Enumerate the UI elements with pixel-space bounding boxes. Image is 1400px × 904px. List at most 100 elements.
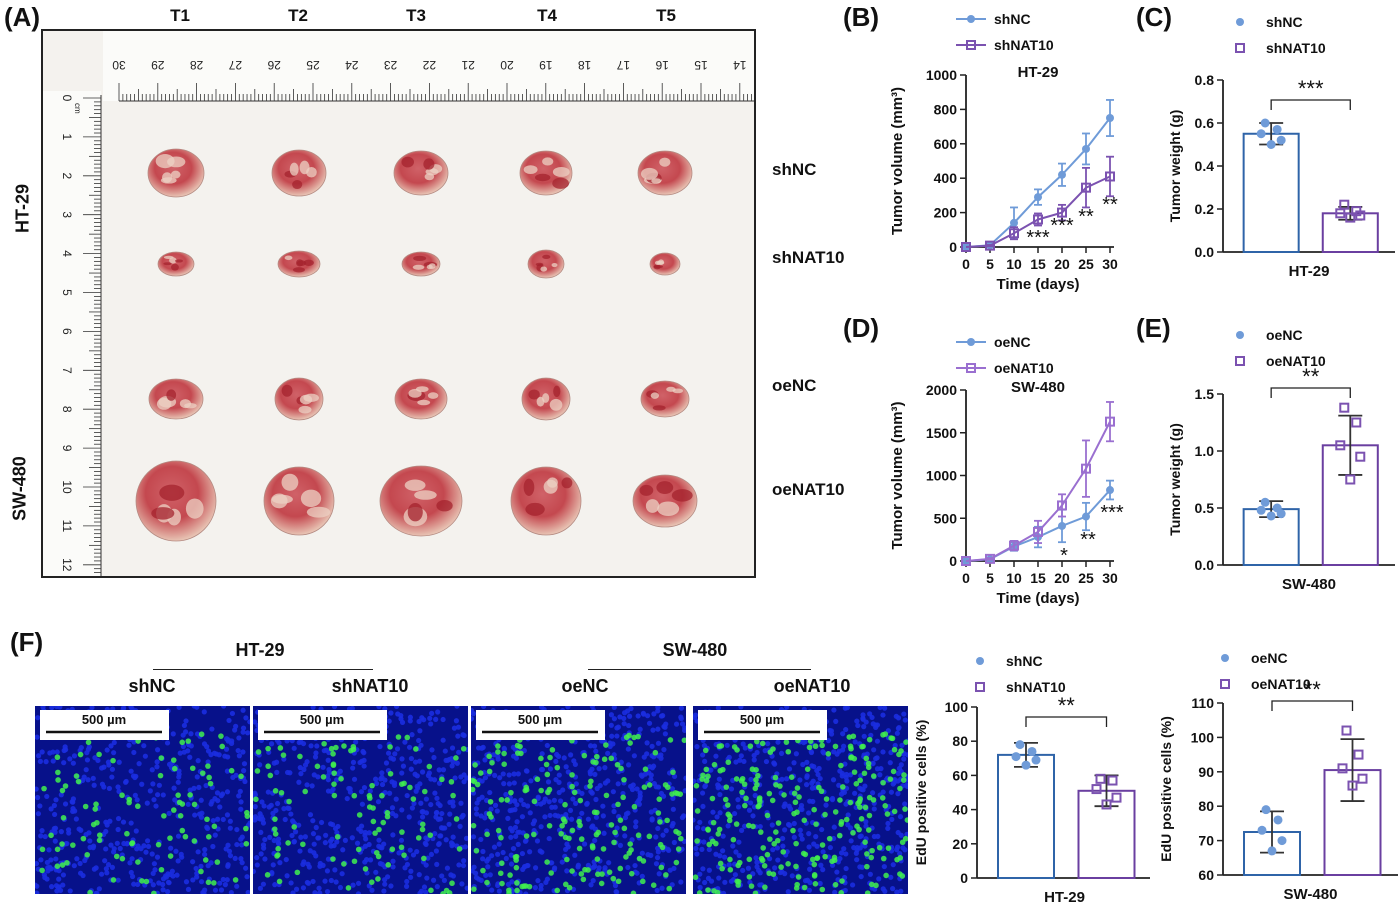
nucleus bbox=[702, 783, 709, 789]
tumor-spot bbox=[407, 502, 423, 522]
nucleus bbox=[501, 745, 507, 751]
nucleus bbox=[847, 772, 854, 778]
tumor bbox=[401, 251, 441, 277]
nucleus bbox=[816, 765, 822, 772]
edu-positive-cell bbox=[471, 822, 477, 829]
edu-positive-cell bbox=[182, 833, 189, 840]
nucleus bbox=[316, 885, 322, 891]
nucleus bbox=[834, 869, 840, 875]
nucleus bbox=[358, 823, 365, 829]
nucleus bbox=[180, 743, 186, 750]
nucleus bbox=[425, 772, 432, 779]
edu-positive-cell bbox=[733, 776, 740, 782]
data-point bbox=[1345, 212, 1356, 223]
edu-positive-cell bbox=[271, 826, 278, 832]
nucleus bbox=[450, 799, 456, 805]
nucleus bbox=[545, 779, 552, 785]
nucleus bbox=[388, 710, 394, 716]
nucleus bbox=[430, 877, 437, 883]
nucleus bbox=[35, 811, 42, 817]
nucleus bbox=[408, 766, 414, 772]
nucleus bbox=[528, 778, 534, 784]
nucleus bbox=[840, 731, 846, 737]
nucleus bbox=[135, 881, 141, 888]
nucleus bbox=[697, 871, 703, 877]
nucleus bbox=[735, 797, 741, 803]
nucleus bbox=[367, 788, 373, 794]
edu-positive-cell bbox=[398, 844, 405, 851]
data-point bbox=[1272, 124, 1282, 134]
edu-positive-cell bbox=[832, 743, 839, 750]
edu-positive-cell bbox=[870, 773, 877, 779]
nucleus bbox=[495, 756, 501, 762]
edu-positive-cell bbox=[351, 858, 358, 865]
tumor-spot bbox=[645, 499, 660, 513]
ruler-left-number: 1 bbox=[60, 134, 74, 141]
nucleus bbox=[602, 765, 608, 771]
nucleus bbox=[641, 754, 647, 760]
edu-positive-cell bbox=[812, 743, 819, 750]
nucleus bbox=[195, 849, 201, 855]
significance-bracket bbox=[1271, 700, 1354, 711]
y-tick-label: 0.5 bbox=[1195, 500, 1215, 516]
edu-positive-cell bbox=[205, 763, 211, 769]
nucleus bbox=[212, 796, 218, 802]
edu-positive-cell bbox=[620, 794, 626, 801]
ruler-top bbox=[103, 31, 754, 101]
nucleus bbox=[415, 785, 421, 791]
edu-positive-cell bbox=[569, 827, 576, 834]
ruler-top-number: 18 bbox=[578, 58, 592, 72]
nucleus bbox=[454, 706, 460, 709]
nucleus bbox=[224, 789, 231, 795]
nucleus bbox=[515, 841, 521, 847]
edu-positive-cell bbox=[422, 788, 428, 795]
nucleus bbox=[241, 761, 248, 767]
nucleus bbox=[863, 719, 869, 725]
nucleus bbox=[646, 720, 653, 726]
edu-positive-cell bbox=[617, 865, 624, 872]
legend-marker bbox=[1236, 18, 1244, 26]
nucleus bbox=[832, 889, 838, 894]
edu-positive-cell bbox=[869, 847, 875, 854]
edu-positive-cell bbox=[819, 886, 826, 893]
bar bbox=[1242, 132, 1300, 253]
tumor-spot bbox=[296, 259, 304, 267]
nucleus bbox=[754, 749, 760, 756]
edu-positive-cell bbox=[531, 831, 537, 838]
edu-positive-cell bbox=[863, 755, 870, 762]
nucleus bbox=[386, 790, 393, 796]
edu-positive-cell bbox=[897, 785, 903, 792]
edu-positive-cell bbox=[96, 751, 102, 758]
nucleus bbox=[860, 712, 866, 718]
nucleus bbox=[166, 880, 172, 886]
bar bbox=[997, 753, 1055, 879]
nucleus bbox=[592, 837, 598, 844]
significance-label: *** bbox=[1026, 227, 1050, 249]
nucleus bbox=[359, 801, 366, 807]
legend-label: shNC bbox=[1266, 14, 1303, 30]
nucleus bbox=[367, 857, 374, 863]
edu-positive-cell bbox=[372, 830, 378, 836]
edu-positive-cell bbox=[84, 851, 91, 858]
nucleus bbox=[412, 771, 418, 777]
ruler-left-number: 8 bbox=[60, 406, 74, 413]
nucleus bbox=[40, 706, 46, 710]
nucleus bbox=[419, 715, 425, 721]
nucleus bbox=[738, 706, 744, 710]
nucleus bbox=[637, 796, 643, 802]
nucleus bbox=[225, 863, 231, 869]
nucleus bbox=[779, 776, 785, 782]
nucleus bbox=[877, 772, 883, 778]
tumor-spot bbox=[162, 172, 173, 183]
data-point bbox=[1260, 118, 1270, 128]
edu-positive-cell bbox=[713, 840, 719, 847]
nucleus bbox=[702, 758, 708, 764]
nucleus bbox=[565, 769, 571, 775]
nucleus bbox=[154, 759, 160, 765]
nucleus bbox=[662, 724, 668, 730]
tumor-spot bbox=[169, 257, 177, 264]
nucleus bbox=[745, 865, 752, 871]
nucleus bbox=[165, 871, 171, 877]
x-tick-label: 0 bbox=[962, 256, 970, 272]
nucleus bbox=[588, 743, 594, 749]
